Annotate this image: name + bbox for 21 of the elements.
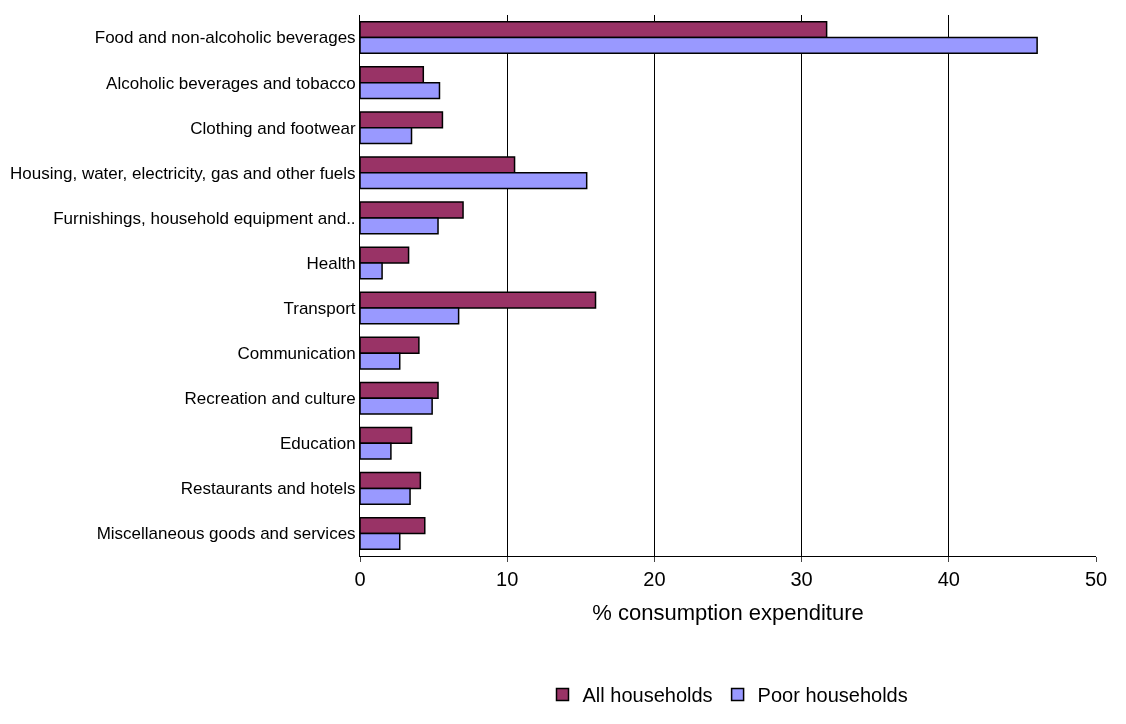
y-tick-label: Communication [237,344,356,364]
legend-label: Poor households [757,684,908,707]
y-tick-label: Clothing and footwear [190,118,356,138]
x-tick-label: 10 [496,568,519,590]
y-tick-label: Food and non-alcoholic beverages [94,28,356,48]
y-tick-label: Housing, water, electricity, gas and other fuels [10,163,356,183]
x-axis-title: % consumption expenditure [592,599,864,625]
x-tick-label: 20 [643,568,666,590]
legend-label: All households [582,684,713,707]
x-tick-label: 0 [354,568,366,590]
y-tick-label: Furnishings, household equipment and.. [53,208,356,228]
x-tick-label: 40 [937,568,960,590]
y-tick-label: Education [279,434,356,454]
y-tick-label: Transport [283,298,356,318]
x-tick-label: 50 [1084,568,1108,590]
y-tick-label: Health [306,253,356,273]
x-tick-label: 30 [790,568,813,590]
y-tick-label: Alcoholic beverages and tobacco [106,73,356,93]
y-tick-label: Miscellaneous goods and services [96,524,356,544]
y-tick-label: Recreation and culture [184,389,356,409]
y-tick-label: Restaurants and hotels [180,479,356,499]
